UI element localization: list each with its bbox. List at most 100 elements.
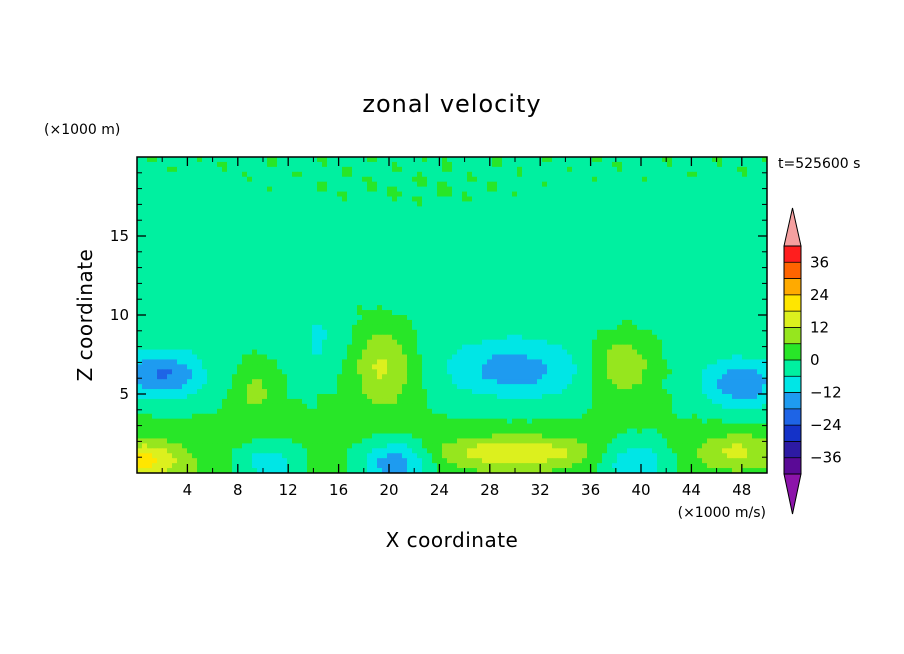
contour-cell [697,265,703,271]
contour-cell [212,216,218,222]
contour-cell [752,270,758,276]
contour-cell [337,186,343,192]
contour-cell [652,285,658,291]
contour-cell [332,339,338,346]
contour-cell [172,265,178,271]
contour-cell [432,295,438,301]
contour-cell [547,181,553,188]
contour-cell [182,161,188,168]
contour-cell [692,315,698,321]
contour-cell [607,324,613,331]
contour-cell [377,216,383,222]
contour-cell [312,290,318,296]
contour-cell [362,285,368,291]
contour-cell [282,166,288,173]
contour-cell [247,221,253,227]
contour-cell [567,315,573,321]
contour-cell [152,250,158,257]
contour-cell [432,300,438,306]
contour-cell [712,245,718,252]
contour-cell [257,245,263,252]
contour-cell [517,196,523,202]
contour-cell [162,250,168,257]
contour-cell [237,295,243,301]
contour-cell [642,319,648,326]
contour-cell [637,275,643,281]
contour-cell [587,196,593,202]
contour-cell [622,275,628,281]
contour-cell [447,300,453,306]
contour-cell [677,206,683,212]
contour-cell [282,270,288,276]
contour-cell [442,329,448,336]
contour-cell [532,295,538,301]
contour-cell [462,236,468,242]
contour-cell [617,181,623,188]
contour-cell [422,221,428,227]
contour-cell [162,255,168,262]
contour-cell [152,216,158,222]
contour-cell [742,236,748,242]
contour-cell [512,300,518,306]
contour-cell [562,240,568,247]
contour-cell [302,221,308,227]
contour-cell [467,280,473,286]
contour-cell [672,329,678,336]
contour-cell [592,255,598,262]
contour-cell [322,305,328,311]
contour-cell [357,211,363,217]
contour-cell [197,334,203,341]
contour-cell [702,280,708,286]
contour-cell [357,290,363,296]
contour-cell [412,339,418,346]
contour-cell [137,349,143,355]
contour-cell [287,265,293,271]
contour-cell [562,250,568,257]
contour-cell [357,191,363,197]
contour-cell [597,329,603,336]
contour-cell [382,275,388,281]
contour-cell [532,166,538,173]
contour-cell [257,265,263,271]
contour-cell [447,186,453,192]
contour-cell [607,270,613,276]
contour-cell [227,191,233,197]
contour-cell [557,280,563,286]
contour-cell [722,171,728,178]
contour-cell [317,285,323,291]
contour-cell [507,295,513,301]
contour-cell [537,166,543,173]
contour-cell [617,265,623,271]
contour-cell [717,310,723,316]
contour-cell [517,211,523,217]
contour-cell [642,310,648,316]
contour-cell [152,295,158,301]
contour-cell [302,236,308,242]
contour-cell [182,206,188,212]
contour-cell [577,211,583,217]
contour-cell [577,290,583,296]
contour-cell [757,285,763,291]
contour-cell [402,191,408,197]
contour-cell [387,280,393,286]
contour-cell [142,231,148,237]
contour-cell [317,334,323,341]
contour-cell [162,305,168,311]
contour-cell [552,245,558,252]
contour-cell [477,260,483,267]
contour-cell [167,290,173,296]
contour-cell [332,329,338,336]
contour-cell [162,157,168,163]
contour-cell [682,295,688,301]
contour-cell [507,171,513,178]
contour-cell [252,226,258,232]
contour-cell [427,201,433,207]
contour-cell [227,250,233,257]
contour-cell [462,319,468,326]
contour-cell [742,339,748,346]
contour-cell [592,310,598,316]
contour-cell [602,255,608,262]
contour-cell [702,211,708,217]
contour-cell [277,295,283,301]
contour-cell [642,300,648,306]
